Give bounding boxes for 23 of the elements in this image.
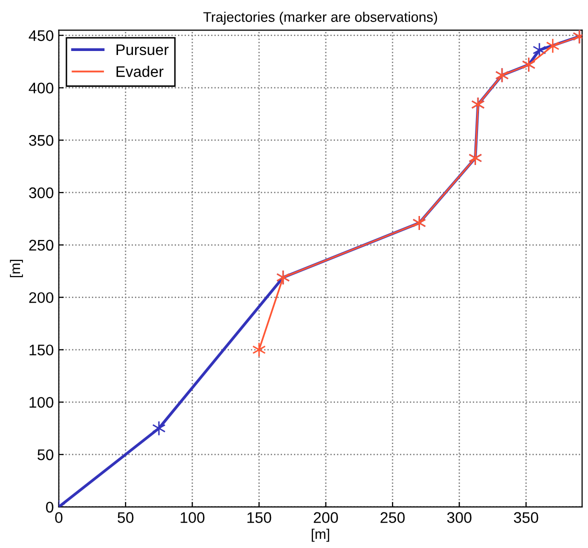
y-tick-label: 300 bbox=[29, 187, 54, 198]
y-tick-label: 250 bbox=[29, 240, 54, 251]
y-tick-label: 0 bbox=[46, 502, 54, 513]
x-tick-label: 350 bbox=[514, 512, 538, 523]
x-tick-label: 250 bbox=[380, 512, 405, 523]
chart-title: Trajectories (marker are observations) bbox=[203, 12, 438, 25]
y-tick-label: 50 bbox=[38, 449, 54, 460]
x-tick-label: 0 bbox=[55, 512, 62, 523]
x-tick-label: 100 bbox=[180, 512, 204, 523]
x-axis-title: [m] bbox=[312, 528, 330, 542]
y-tick-label: 450 bbox=[28, 30, 54, 42]
legend-label: Pursuer bbox=[116, 44, 169, 56]
y-tick-label: 400 bbox=[28, 82, 54, 94]
x-tick-label: 200 bbox=[314, 512, 338, 523]
x-tick-label: 50 bbox=[118, 512, 134, 523]
y-tick-label: 150 bbox=[30, 344, 54, 356]
y-tick-label: 100 bbox=[30, 396, 54, 408]
y-axis-title: [m] bbox=[10, 260, 23, 278]
x-tick-label: 150 bbox=[247, 512, 272, 523]
y-tick-label: 200 bbox=[29, 292, 54, 304]
y-tick-label: 350 bbox=[29, 135, 54, 146]
legend-label: Evader bbox=[116, 66, 164, 77]
x-tick-label: 300 bbox=[447, 512, 472, 523]
